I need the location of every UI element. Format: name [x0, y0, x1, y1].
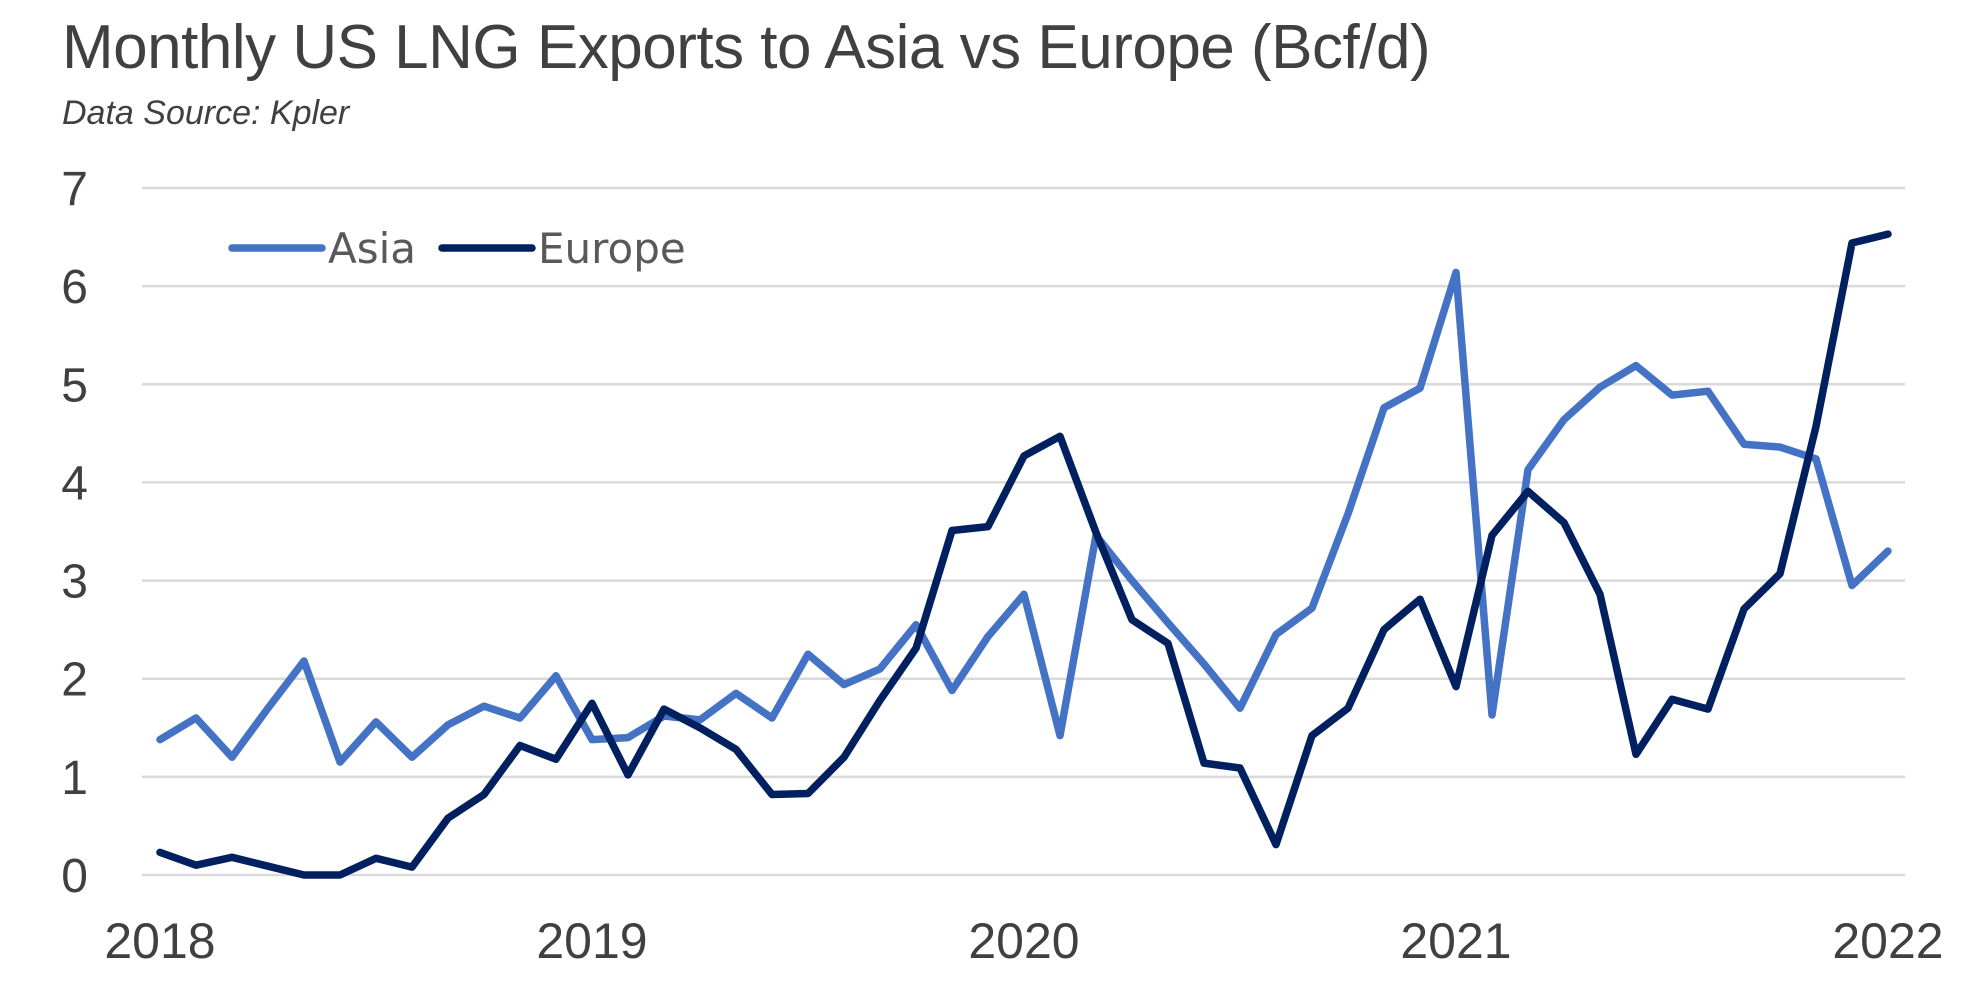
x-tick-label: 2021 [1400, 913, 1511, 969]
legend-label-asia: Asia [328, 224, 416, 273]
y-tick-label: 1 [61, 752, 88, 805]
series-line-asia [156, 268, 1892, 766]
gridlines [142, 186, 1905, 877]
y-tick-label: 5 [61, 359, 88, 412]
chart-title: Monthly US LNG Exports to Asia vs Europe… [62, 13, 1431, 82]
y-tick-label: 0 [61, 850, 88, 903]
y-tick-label: 2 [61, 654, 88, 707]
series-line-europe [156, 230, 1892, 879]
x-tick-label: 2019 [536, 913, 647, 969]
legend: Asia Europe [228, 224, 686, 273]
series-lines [156, 230, 1892, 879]
x-tick-label: 2018 [104, 913, 215, 969]
y-tick-label: 4 [61, 457, 88, 510]
y-axis-ticks: 0 1 2 3 4 5 6 7 [61, 163, 88, 903]
x-tick-label: 2022 [1832, 913, 1943, 969]
y-tick-label: 6 [61, 261, 88, 314]
legend-label-europe: Europe [538, 224, 686, 273]
x-axis-ticks: 2018 2019 2020 2021 2022 [104, 913, 1943, 969]
chart-subtitle: Data Source: Kpler [62, 94, 350, 132]
x-tick-label: 2020 [968, 913, 1079, 969]
y-tick-label: 7 [61, 163, 88, 216]
y-tick-label: 3 [61, 556, 88, 609]
